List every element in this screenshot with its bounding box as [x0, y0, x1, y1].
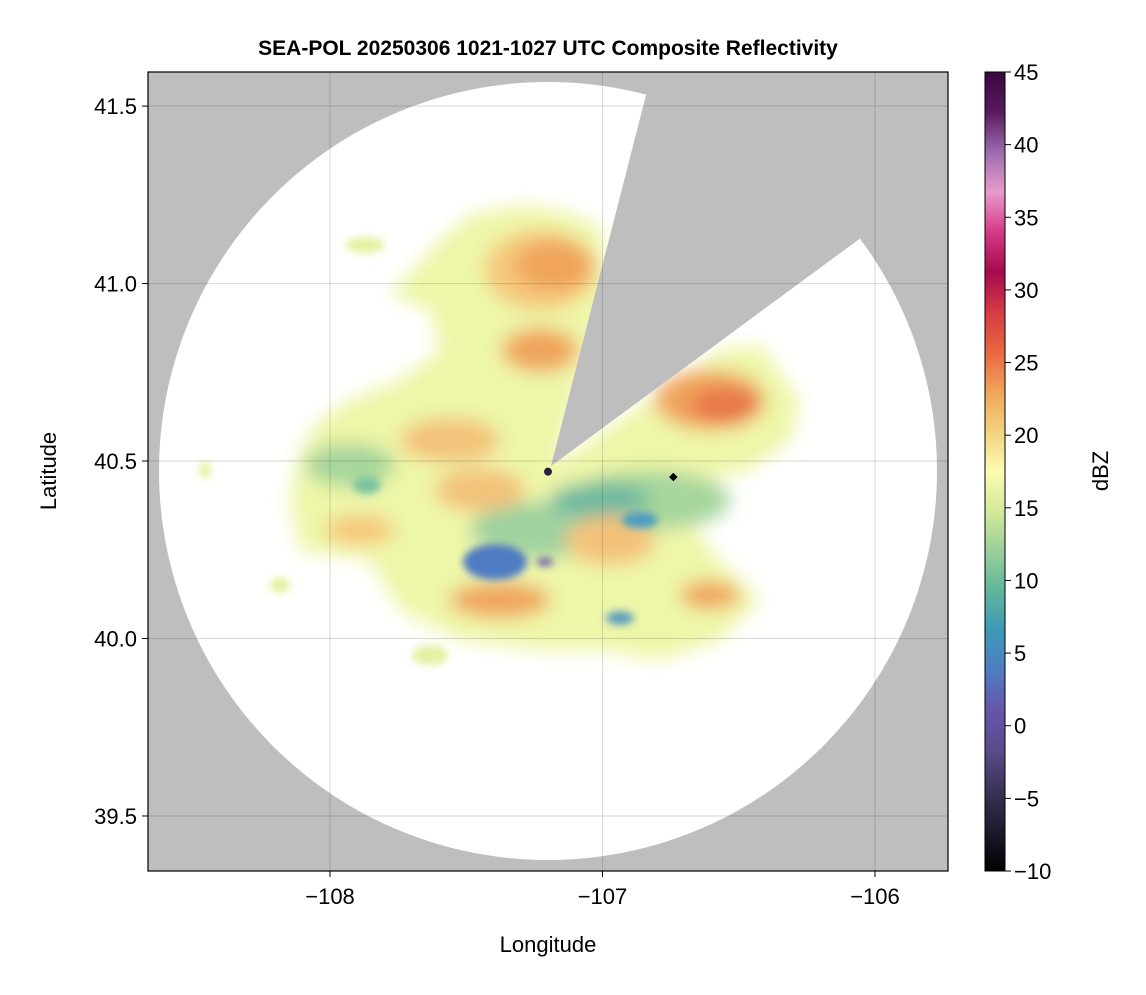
x-tick-label: −106 — [850, 884, 900, 909]
echo-base — [290, 205, 800, 660]
plot-frame — [147, 71, 949, 872]
colorbar-tick-label: 15 — [1014, 496, 1038, 521]
colorbar-tick-label: 35 — [1014, 205, 1038, 230]
radar-site-marker — [544, 467, 552, 476]
y-tick-label: 40.5 — [94, 449, 137, 474]
colorbar-tick-label: 45 — [1014, 60, 1038, 85]
site-diamond-marker — [669, 472, 678, 482]
colorbar — [984, 71, 1006, 872]
colorbar-label: dBZ — [1088, 451, 1113, 491]
y-tick-label: 41.0 — [94, 272, 137, 297]
colorbar-tick-label: −10 — [1014, 859, 1051, 884]
y-tick-label: 41.5 — [94, 94, 137, 119]
colorbar-tick-label: 25 — [1014, 351, 1038, 376]
colorbar-tick-label: 20 — [1014, 423, 1038, 448]
colorbar-tick-label: 10 — [1014, 568, 1038, 593]
reflectivity-field — [199, 205, 800, 665]
x-tick-label: −107 — [578, 884, 628, 909]
colorbar-tick-label: 40 — [1014, 133, 1038, 158]
colorbar-tick-label: −5 — [1014, 786, 1039, 811]
colorbar-tick-label: 0 — [1014, 714, 1026, 739]
y-tick-label: 40.0 — [94, 627, 137, 652]
y-tick-label: 39.5 — [94, 804, 137, 829]
beam-blockage-sector — [551, 72, 948, 466]
plot-area — [148, 72, 948, 871]
colorbar-tick-label: 5 — [1014, 641, 1026, 666]
colorbar-tick-label: 30 — [1014, 278, 1038, 303]
x-axis: −108 −107 −106 — [305, 871, 900, 909]
chart-title: SEA-POL 20250306 1021-1027 UTC Composite… — [258, 37, 838, 60]
x-axis-label: Longitude — [500, 932, 597, 957]
colorbar-ticks: −10 −5 0 5 10 15 20 25 30 35 40 45 — [1005, 60, 1051, 884]
grid-lines — [148, 72, 948, 871]
x-tick-label: −108 — [305, 884, 355, 909]
y-axis: 39.5 40.0 40.5 41.0 41.5 — [94, 94, 148, 829]
y-axis-label: Latitude — [36, 432, 61, 510]
echo-low-core — [463, 544, 527, 580]
